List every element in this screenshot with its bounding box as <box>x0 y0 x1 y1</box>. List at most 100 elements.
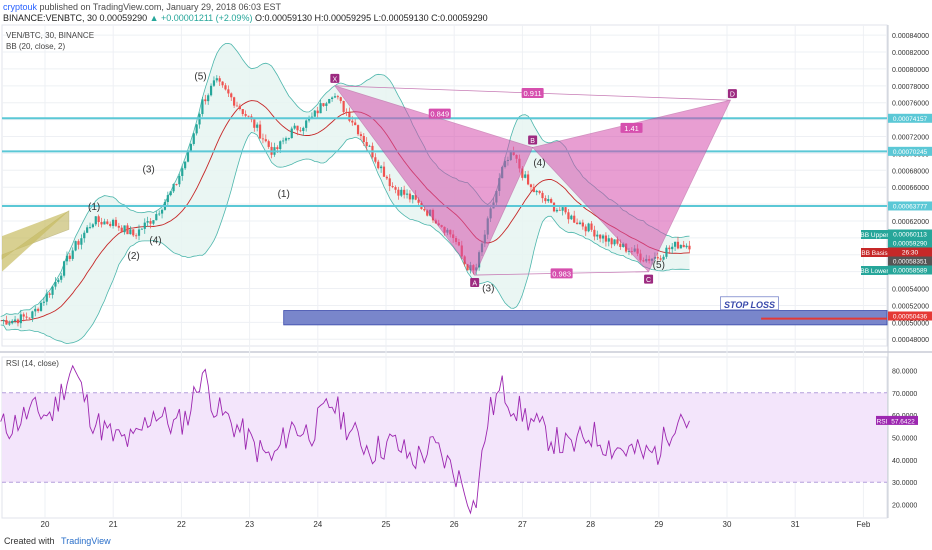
wave-label: (1) <box>88 202 100 213</box>
candle-body <box>201 99 204 115</box>
price-tag-box <box>888 256 932 266</box>
candle-body <box>535 190 538 193</box>
candle-body <box>408 193 412 200</box>
candle-body <box>267 141 270 147</box>
bb-fill <box>0 43 690 344</box>
candle-body <box>143 222 146 229</box>
candle-body <box>679 244 682 249</box>
wave-label: (4) <box>149 236 161 247</box>
ratio-box <box>521 88 544 99</box>
candle-body <box>2 320 5 321</box>
candle-body <box>114 219 118 226</box>
ratio-box <box>550 268 573 279</box>
candle-body <box>593 229 596 237</box>
candle-body <box>25 316 28 318</box>
author-link[interactable]: cryptouk <box>3 2 38 12</box>
candle-body <box>550 199 553 203</box>
price-tag-box <box>888 201 932 211</box>
candle-body <box>68 255 71 259</box>
candle-body <box>284 138 288 141</box>
candle-body <box>140 228 143 230</box>
series-tag-box <box>861 230 888 239</box>
candle-body <box>573 215 576 223</box>
price-tag: 0.00070245 <box>893 149 928 156</box>
x-tick-label: 23 <box>245 520 254 529</box>
candle-body <box>132 229 135 236</box>
candle-body <box>97 216 100 223</box>
candle-body <box>186 150 190 162</box>
pattern-point-box <box>727 89 737 99</box>
rsi-label: RSI (14, close) <box>6 359 59 368</box>
candle-body <box>247 115 250 117</box>
price-tag-box <box>888 265 932 275</box>
candle-body <box>362 135 365 143</box>
pattern-point-label: D <box>730 92 735 99</box>
candle-body <box>16 319 20 324</box>
candle-body <box>601 235 605 239</box>
candle-body <box>526 174 530 185</box>
candle-body <box>581 222 584 227</box>
candle-body <box>149 221 152 224</box>
pattern-point-label: B <box>530 138 535 145</box>
rsi-tick-label: 30.0000 <box>892 480 917 487</box>
pattern-point-label: X <box>333 76 338 83</box>
candle-body <box>397 189 400 196</box>
candle-body <box>253 119 256 128</box>
candle-body <box>359 134 363 136</box>
candle-body <box>175 183 178 185</box>
bb-basis-line <box>0 100 690 323</box>
triangle-drawing-fill <box>2 210 69 272</box>
candle-body <box>287 138 290 139</box>
candle-body <box>276 147 279 150</box>
candle-body <box>607 238 610 242</box>
candle-body <box>233 97 236 106</box>
candle-body <box>662 256 665 260</box>
candle-body <box>126 225 129 235</box>
labels: VEN/BTC, 30, BINANCE BB (20, close, 2) RSI… <box>6 31 932 425</box>
candle-body <box>322 103 325 106</box>
candle-body <box>587 223 590 232</box>
candle-body <box>290 128 293 139</box>
candle-body <box>293 125 296 129</box>
candle-body <box>166 195 169 202</box>
candle-body <box>613 239 616 245</box>
candle-body <box>71 250 74 259</box>
candle-body <box>521 168 524 178</box>
candle-body <box>567 212 570 220</box>
candle-body <box>221 81 224 86</box>
main-pane <box>1 24 888 347</box>
rsi-tick-label: 80.0000 <box>892 368 917 375</box>
rsi-value-box <box>888 415 918 425</box>
candle-body <box>423 208 426 211</box>
wave-label: (5) <box>194 72 206 83</box>
pattern-point-label: A <box>472 281 477 288</box>
candle-body <box>405 193 409 195</box>
pattern-point-label: C <box>646 277 651 284</box>
candle-body <box>86 227 89 233</box>
tradingview-logo[interactable]: TradingView <box>61 536 111 546</box>
x-tick-label: 22 <box>177 520 186 529</box>
wave-label: (3) <box>143 165 155 176</box>
candle-body <box>296 125 299 131</box>
candle-body <box>575 222 579 225</box>
candle-body <box>622 243 625 247</box>
candle-body <box>256 124 259 128</box>
chart-title: VEN/BTC, 30, BINANCE <box>6 31 94 40</box>
candle-body <box>80 238 83 245</box>
publish-info: cryptouk published on TradingView.com, J… <box>3 2 281 12</box>
ratio-box <box>428 108 451 119</box>
x-tick-label: 27 <box>518 520 527 529</box>
candle-body <box>258 124 262 139</box>
candle-body <box>356 125 360 135</box>
candle-body <box>561 207 564 211</box>
stop-loss-label: STOP LOSS <box>724 300 775 310</box>
candle-body <box>77 241 80 245</box>
x-tick-label: 24 <box>313 520 322 529</box>
candle-body <box>688 245 691 250</box>
candle-body <box>181 168 184 176</box>
price-tag: 0.00058351 <box>893 259 928 266</box>
price-tag: 26:30 <box>902 250 919 257</box>
candle-body <box>74 241 77 251</box>
candle-body <box>368 145 371 147</box>
